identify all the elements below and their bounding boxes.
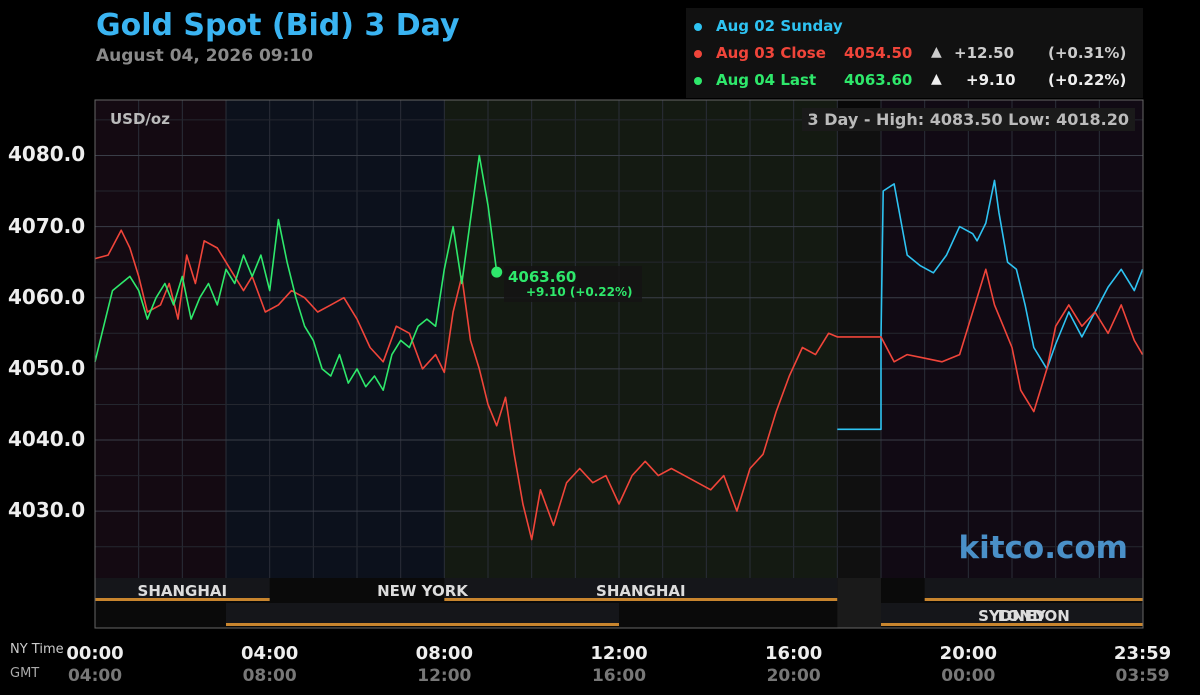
legend-label: Aug 04 Last bbox=[716, 71, 817, 89]
series-line bbox=[94, 154, 498, 391]
session-box bbox=[226, 603, 619, 623]
session-bar bbox=[226, 623, 619, 626]
x-tick-label-gmt: 03:59 bbox=[1115, 666, 1170, 686]
watermark: kitco.com bbox=[958, 530, 1129, 566]
ny-time-axis-label: NY Time bbox=[10, 642, 64, 657]
x-tick-label-ny: 12:00 bbox=[590, 643, 648, 664]
legend-value: 4054.50 bbox=[844, 44, 913, 62]
x-tick-label-ny: 20:00 bbox=[939, 643, 997, 664]
y-tick-label: 4040.0 bbox=[8, 427, 86, 451]
y-tick-label: 4050.0 bbox=[8, 355, 86, 380]
x-tick-label-gmt: 08:00 bbox=[242, 666, 297, 686]
session-shade bbox=[444, 100, 838, 578]
chart-date: August 04, 2026 09:10 bbox=[96, 46, 314, 66]
x-tick-label-gmt: 20:00 bbox=[766, 666, 821, 686]
legend-row-sunday: Aug 02 Sunday bbox=[694, 17, 843, 35]
x-tick-label-ny: 08:00 bbox=[415, 643, 473, 664]
session-bar bbox=[881, 623, 1143, 626]
market-closed-shade bbox=[837, 130, 881, 628]
up-arrow-icon: ▲ bbox=[931, 44, 942, 60]
session-bars bbox=[95, 578, 1143, 628]
chart-title: Gold Spot (Bid) 3 Day bbox=[96, 8, 460, 43]
session-box bbox=[95, 578, 270, 598]
legend-dot-icon bbox=[694, 76, 702, 85]
x-tick-label-ny: 23:59 bbox=[1113, 643, 1172, 664]
x-tick-label-ny: 00:00 bbox=[66, 643, 124, 664]
legend-value: 4063.60 bbox=[844, 71, 913, 89]
session-box bbox=[924, 578, 1143, 598]
session-bar bbox=[924, 598, 1143, 601]
y-axis-unit: USD/oz bbox=[110, 110, 170, 128]
legend-label: Aug 03 Close bbox=[716, 44, 826, 62]
session-bar bbox=[95, 598, 270, 601]
x-tick-label-ny: 04:00 bbox=[241, 643, 299, 664]
legend-panel: Aug 02 Sunday Aug 03 Close 4054.50 ▲ +12… bbox=[686, 8, 1143, 98]
session-label: NEW YORK bbox=[377, 582, 468, 600]
x-tick-label-gmt: 12:00 bbox=[417, 666, 472, 686]
legend-row-last: Aug 04 Last bbox=[694, 71, 816, 89]
x-tick-label-gmt: 04:00 bbox=[67, 666, 123, 686]
series-lines bbox=[94, 154, 1144, 541]
y-tick-label: 4060.0 bbox=[8, 284, 86, 309]
y-tick-label: 4080.0 bbox=[8, 142, 86, 167]
high-low-annotation: 3 Day - High: 4083.50 Low: 4018.20 bbox=[801, 108, 1135, 131]
legend-change: +12.50 bbox=[954, 44, 1015, 62]
session-label: SHANGHAI bbox=[596, 582, 686, 600]
last-price-marker bbox=[491, 266, 503, 278]
legend-change: +9.10 bbox=[966, 71, 1016, 89]
legend-row-close: Aug 03 Close bbox=[694, 44, 826, 62]
session-shade bbox=[226, 100, 445, 578]
up-arrow-icon: ▲ bbox=[931, 71, 942, 87]
session-label: LONDON bbox=[997, 607, 1070, 625]
last-price-label: 4063.60 +9.10 (+0.22%) bbox=[504, 266, 642, 302]
grid-lines bbox=[95, 100, 1143, 578]
series-line bbox=[837, 179, 1144, 431]
x-tick-label-gmt: 00:00 bbox=[941, 666, 996, 686]
session-label: SYDNEY bbox=[978, 607, 1046, 625]
session-bar bbox=[444, 598, 838, 601]
plot-border bbox=[94, 99, 1144, 629]
session-box bbox=[881, 603, 1143, 623]
session-box bbox=[444, 578, 838, 598]
session-shade bbox=[95, 100, 226, 578]
x-tick-label-ny: 16:00 bbox=[765, 643, 823, 664]
series-line bbox=[94, 229, 1144, 541]
legend-pct: (+0.22%) bbox=[1048, 71, 1127, 89]
y-tick-label: 4070.0 bbox=[8, 213, 86, 238]
y-tick-label: 4030.0 bbox=[8, 498, 86, 523]
legend-dot-icon bbox=[694, 22, 702, 31]
x-tick-label-gmt: 16:00 bbox=[591, 666, 647, 686]
last-price-value: 4063.60 bbox=[508, 268, 577, 286]
market-closed-block bbox=[837, 578, 881, 628]
legend-dot-icon bbox=[694, 49, 702, 58]
gmt-axis-label: GMT bbox=[10, 666, 40, 681]
legend-pct: (+0.31%) bbox=[1048, 44, 1127, 62]
last-price-change: +9.10 (+0.22%) bbox=[526, 285, 633, 299]
legend-label: Aug 02 Sunday bbox=[716, 17, 843, 35]
session-label: SHANGHAI bbox=[137, 582, 228, 600]
